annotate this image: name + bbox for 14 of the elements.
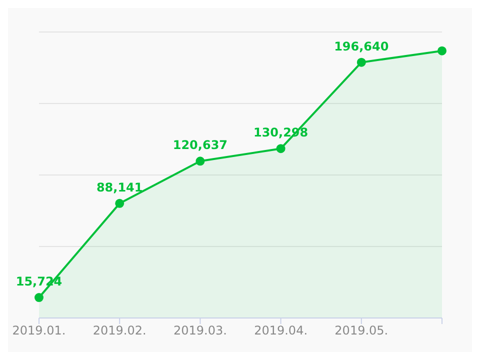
data-label: 196,640 (334, 39, 389, 54)
point (438, 46, 446, 56)
x-tick-label: 2019.03. (173, 324, 227, 338)
point (356, 58, 366, 67)
x-tick-label: 2019.05. (334, 324, 388, 338)
data-label: 120,637 (172, 138, 228, 152)
data-label: 88,141 (96, 180, 143, 194)
x-tick-label: 2019.04. (254, 324, 308, 338)
point (276, 144, 286, 154)
x-tick-label: 2019.01. (12, 324, 66, 338)
x-tick-label: 2019.02. (92, 324, 146, 338)
point (196, 156, 205, 166)
point (115, 198, 124, 208)
point (34, 293, 44, 302)
